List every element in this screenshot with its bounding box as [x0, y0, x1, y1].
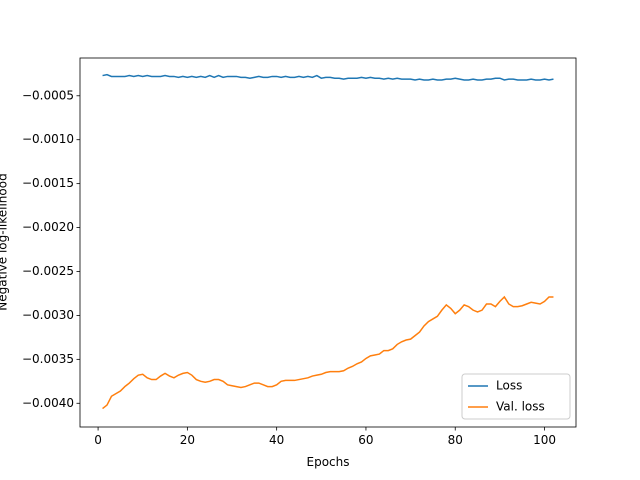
y-tick-label: −0.0040 — [22, 396, 74, 410]
x-tick-label: 20 — [180, 433, 195, 447]
line-series — [102, 73, 554, 81]
x-tick-label: 0 — [94, 433, 102, 447]
y-tick-label: −0.0035 — [22, 352, 74, 366]
legend-label: Val. loss — [496, 400, 545, 414]
x-tick-label: 60 — [358, 433, 373, 447]
x-tick-label: 100 — [533, 433, 556, 447]
y-tick-label: −0.0015 — [22, 176, 74, 190]
y-axis-label: Negative log-likelihood — [0, 173, 10, 310]
x-tick-label: 40 — [269, 433, 284, 447]
legend-label: Loss — [496, 379, 522, 393]
y-tick-label: −0.0020 — [22, 220, 74, 234]
line-series — [102, 295, 554, 410]
y-tick-label: −0.0030 — [22, 308, 74, 322]
y-tick-label: −0.0005 — [22, 88, 74, 102]
y-tick-label: −0.0010 — [22, 132, 74, 146]
y-tick-label: −0.0025 — [22, 264, 74, 278]
legend-box — [461, 373, 571, 420]
axes-frame — [79, 57, 577, 428]
x-axis-label: Epochs — [307, 455, 350, 469]
x-tick-label: 80 — [448, 433, 463, 447]
